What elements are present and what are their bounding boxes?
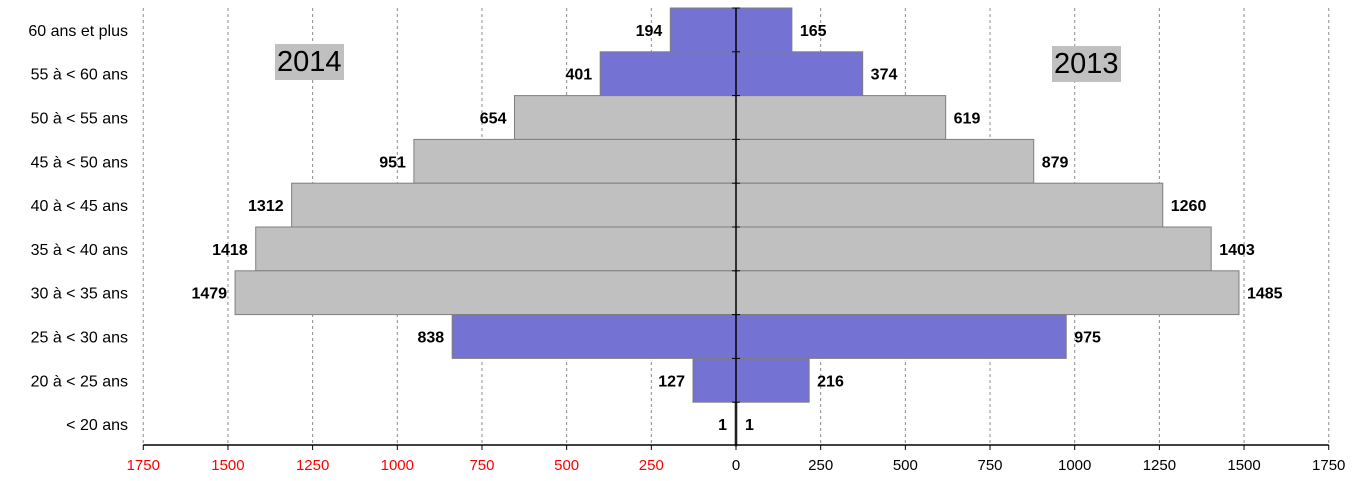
x-tick-label-left: 1000: [381, 457, 414, 474]
series-2013-bars: [735, 7, 1240, 447]
category-label: < 20 ans: [66, 417, 128, 434]
data-label-2014: 1418: [212, 242, 248, 259]
data-label-2014: 1479: [191, 286, 227, 303]
category-label: 25 à < 30 ans: [31, 330, 128, 347]
bar-2014: [692, 357, 737, 403]
year-label-2013: 2013: [1052, 46, 1121, 82]
data-label-2014: 401: [565, 67, 592, 84]
data-label-2014: 1: [718, 417, 727, 434]
data-labels: 194 165 401 374 654 619 951 879 1312 1260 1418 1403…: [191, 23, 1282, 434]
data-label-2013: 216: [817, 373, 844, 390]
data-label-2013: 879: [1042, 154, 1069, 171]
data-label-2013: 1485: [1247, 286, 1283, 303]
bar-2014: [234, 270, 737, 316]
x-tick-label-right: 750: [978, 457, 1003, 474]
bar-2013: [735, 95, 947, 140]
x-tick-label-right: 500: [893, 457, 918, 474]
category-label: 50 à < 55 ans: [31, 111, 128, 128]
category-labels: 60 ans et plus 55 à < 60 ans 50 à < 55 ans…: [28, 23, 128, 434]
bar-2014: [513, 95, 737, 140]
data-label-2013: 165: [800, 23, 827, 40]
data-label-2014: 127: [658, 373, 685, 390]
bar-2013: [735, 138, 1035, 184]
bar-2014: [413, 138, 737, 184]
bar-2013: [735, 270, 1240, 316]
data-label-2014: 654: [480, 111, 507, 128]
data-label-2013: 1260: [1171, 198, 1207, 215]
x-tick-label-right: 1250: [1143, 457, 1176, 474]
bar-2013: [735, 51, 864, 97]
bar-2014: [599, 51, 737, 97]
x-tick-label-left: 750: [469, 457, 494, 474]
data-label-2014: 1312: [248, 198, 284, 215]
category-label: 45 à < 50 ans: [31, 154, 128, 171]
bar-2013: [735, 357, 810, 403]
x-tick-label-left: 250: [639, 457, 664, 474]
category-label: 60 ans et plus: [28, 23, 128, 40]
data-label-2013: 619: [954, 111, 981, 128]
category-label: 30 à < 35 ans: [31, 286, 128, 303]
x-tick-label-left: 1250: [296, 457, 329, 474]
data-label-2013: 975: [1074, 330, 1101, 347]
x-tick-label-left: 1750: [127, 457, 160, 474]
data-label-2014: 951: [379, 154, 406, 171]
data-label-2013: 1403: [1219, 242, 1255, 259]
category-label: 55 à < 60 ans: [31, 67, 128, 84]
bar-2013: [735, 226, 1212, 272]
category-label: 35 à < 40 ans: [31, 242, 128, 259]
x-tick-label-right: 1000: [1058, 457, 1091, 474]
axes: [142, 7, 1330, 450]
data-label-2014: 194: [636, 23, 663, 40]
data-label-2014: 838: [417, 330, 444, 347]
bar-2013: [735, 182, 1164, 228]
x-tick-label-right: 1750: [1312, 457, 1345, 474]
bar-2014: [255, 226, 737, 272]
x-tick-label-left: 1500: [211, 457, 244, 474]
year-label-2014: 2014: [275, 44, 344, 80]
bar-2014: [291, 182, 737, 228]
x-tick-labels: 1750 1500 1250 1000 750 500 250 0 250 500 750 1000 1…: [127, 457, 1346, 474]
data-label-2013: 1: [745, 417, 754, 434]
category-label: 20 à < 25 ans: [31, 373, 128, 390]
x-tick-label-right: 250: [808, 457, 833, 474]
bar-2014: [669, 7, 737, 53]
category-label: 40 à < 45 ans: [31, 198, 128, 215]
x-tick-label-left: 500: [554, 457, 579, 474]
x-tick-label-right: 0: [732, 457, 740, 474]
x-tick-label-right: 1500: [1227, 457, 1260, 474]
bar-2013: [735, 7, 793, 53]
data-label-2013: 374: [871, 67, 898, 84]
bar-2014: [451, 314, 737, 359]
bar-2013: [735, 314, 1067, 359]
